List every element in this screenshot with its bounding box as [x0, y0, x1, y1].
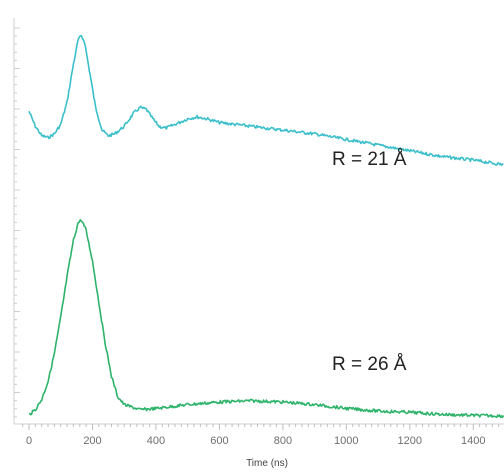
- x-axis-title: Time (ns): [246, 458, 288, 468]
- series-line-2: [28, 219, 504, 419]
- annotation-layer: R = 21 Å R = 26 Å: [332, 149, 407, 375]
- x-axis-ticks: [22, 424, 500, 430]
- y-axis-minor-ticks: [14, 27, 20, 418]
- series-annotation-2: R = 26 Å: [332, 354, 407, 375]
- x-tick-label-800: 800: [274, 435, 292, 447]
- x-tick-label-1400: 1400: [461, 435, 485, 447]
- x-tick-label-1200: 1200: [398, 435, 422, 447]
- x-tick-label-600: 600: [210, 435, 228, 447]
- series-layer: [28, 34, 504, 419]
- x-tick-label-200: 200: [83, 435, 101, 447]
- x-tick-label-400: 400: [147, 435, 165, 447]
- x-tick-label-1000: 1000: [334, 435, 358, 447]
- series-line-1: [28, 34, 504, 167]
- x-axis-tick-labels: 0 200 400 600 800 1000 1200 1400: [26, 435, 486, 447]
- series-annotation-1: R = 21 Å: [332, 149, 407, 170]
- x-tick-label-0: 0: [26, 435, 32, 447]
